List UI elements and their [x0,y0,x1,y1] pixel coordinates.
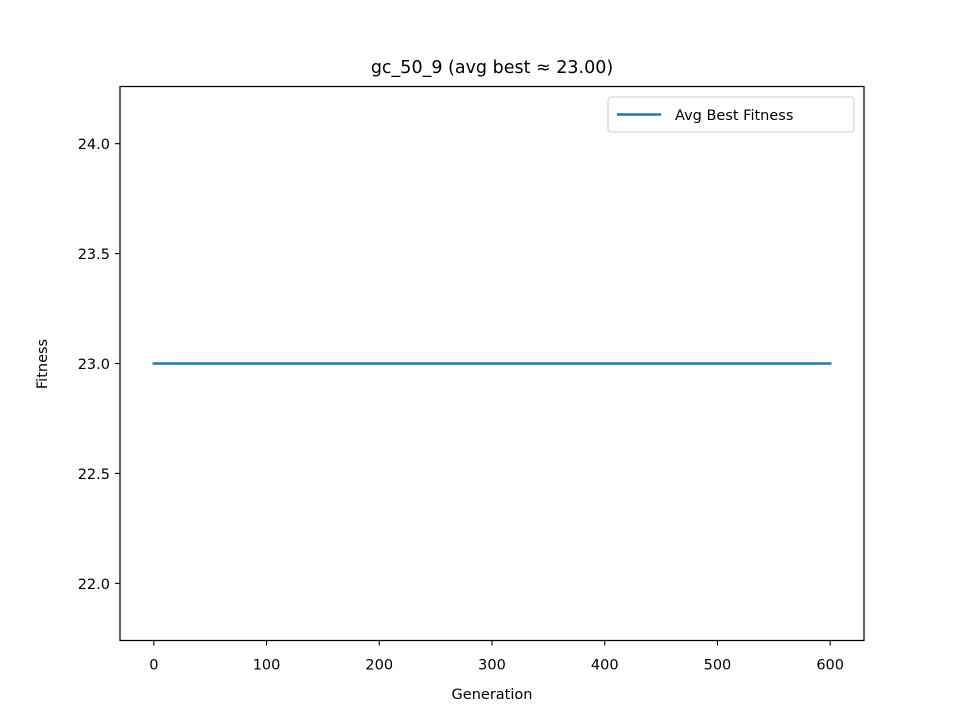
y-tick-label: 23.5 [78,247,110,263]
x-tick-label: 100 [253,658,281,674]
x-tick-label: 0 [149,658,158,674]
legend: Avg Best Fitness [607,96,855,133]
y-tick-label: 22.5 [78,467,110,483]
y-tick-label: 23.0 [78,357,110,373]
x-tick-label: 300 [478,658,506,674]
legend-box [607,96,855,133]
x-tick-label: 600 [816,658,844,674]
y-axis: 22.0 22.5 23.0 23.5 24.0 [78,137,120,593]
legend-label-avg-best-fitness: Avg Best Fitness [675,108,793,124]
x-tick-label: 500 [704,658,732,674]
chart-title: gc_50_9 (avg best ≈ 23.00) [371,58,613,78]
y-tick-label: 24.0 [78,137,110,153]
x-axis: 0 100 200 300 400 500 600 [149,640,844,674]
y-tick-label: 22.0 [78,577,110,593]
x-tick-label: 200 [365,658,393,674]
y-axis-label: Fitness [35,339,51,389]
x-tick-label: 400 [591,658,619,674]
x-axis-label: Generation [452,687,533,703]
